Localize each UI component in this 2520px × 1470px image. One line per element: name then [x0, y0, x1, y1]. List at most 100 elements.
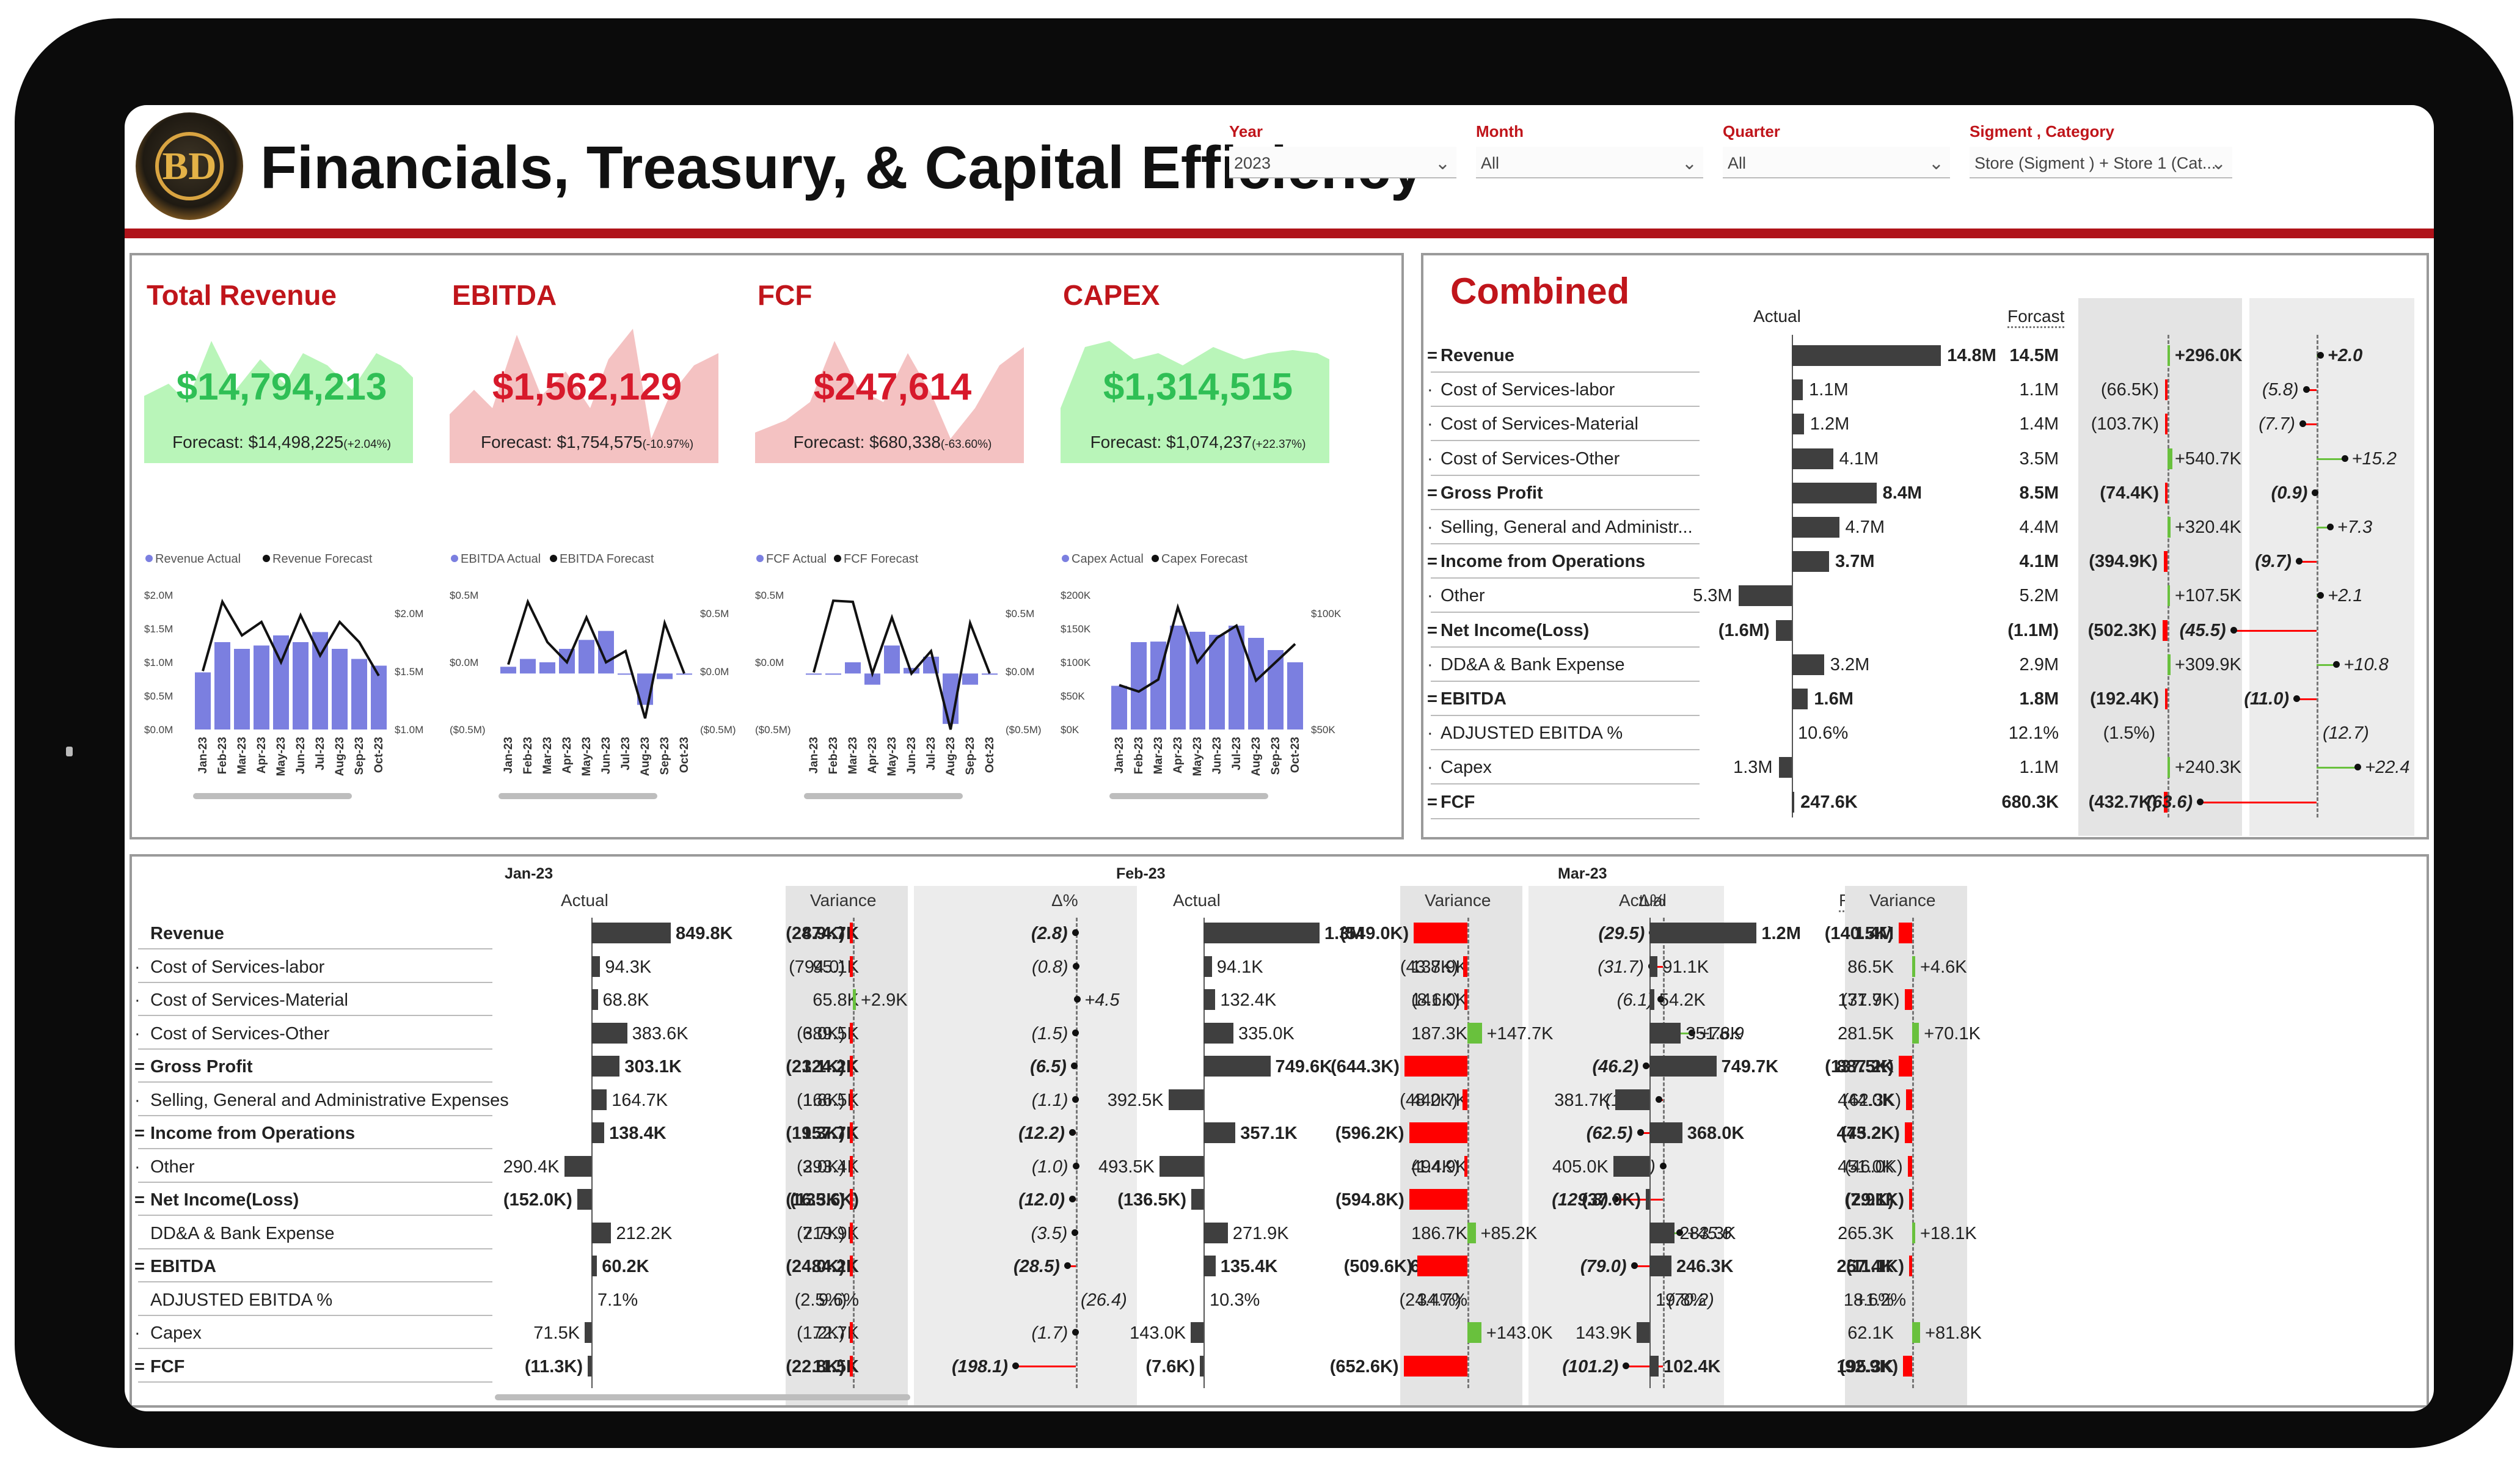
variance-value: (62.3K) — [1843, 1090, 1902, 1110]
month-header: Mar-23 — [1558, 865, 1607, 882]
actual-bar — [234, 649, 250, 730]
row-prefix: · — [1427, 654, 1433, 675]
delta-dot — [1659, 1162, 1667, 1169]
row-separator — [138, 1348, 492, 1349]
variance-value: +320.4K — [2175, 517, 2241, 537]
actual-bar — [1203, 956, 1212, 977]
kpi-value: $1,314,515 — [1103, 366, 1293, 408]
variance-value: (74.4K) — [2100, 483, 2159, 503]
forecast-value: 157.7K — [802, 1124, 859, 1143]
forecast-value: 1.8M — [2019, 689, 2059, 709]
x-tick-label: Oct-23 — [373, 737, 385, 773]
variance-bar — [1467, 1322, 1481, 1343]
row-label: ADJUSTED EBITDA % — [1441, 723, 1623, 744]
quarter-slicer[interactable]: Quarter All ⌄ — [1723, 122, 1950, 178]
actual-bar — [864, 673, 880, 685]
delta-dot — [1656, 1095, 1663, 1103]
forecast-value: 8.5M — [2019, 483, 2059, 503]
delta-dot — [2317, 352, 2324, 359]
y-tick-label: $1.5M — [144, 623, 173, 635]
year-slicer[interactable]: Year 2023 ⌄ — [1229, 122, 1456, 178]
actual-bar — [539, 662, 555, 674]
delta-dot — [1068, 1129, 1076, 1136]
variance-bar — [1467, 1222, 1476, 1243]
delta-dot — [1623, 1362, 1630, 1369]
actual-value: 1.6M — [1814, 689, 1853, 709]
segment-dropdown[interactable]: Store (Sigment ) + Store 1 (Cat... ⌄ — [1970, 147, 2232, 178]
delta-value: (79.0) — [1580, 1257, 1627, 1276]
forecast-value: 219.9K — [803, 1223, 859, 1243]
segment-slicer[interactable]: Sigment , Category Store (Sigment ) + St… — [1970, 122, 2232, 178]
variance-bar — [1912, 1222, 1915, 1243]
delta-column-bg — [914, 886, 1137, 1405]
row-separator — [138, 1281, 492, 1282]
actual-bar — [351, 659, 367, 730]
quarter-dropdown[interactable]: All ⌄ — [1723, 147, 1950, 178]
month-row: 19.8% 18.6% +1.2% — [1558, 1283, 2352, 1317]
variance-value: (1.2K) — [797, 1323, 845, 1343]
actual-bar — [884, 645, 900, 674]
variance-value: (46.0K) — [1844, 1157, 1903, 1177]
variance-bar — [2165, 379, 2168, 401]
actual-value: 132.4K — [1220, 990, 1277, 1010]
kpi-forecast-text: Forecast: $1,754,575 — [480, 433, 643, 452]
forecast-line — [1119, 603, 1296, 693]
month-row: = EBITDA 60.2K 84.2K (24.0K) (28.5) — [132, 1249, 1076, 1284]
year-slicer-label: Year — [1229, 122, 1263, 141]
variance-bar — [850, 923, 853, 943]
kpi-forecast-text: Forecast: $680,338 — [793, 433, 941, 452]
month-row: · Cost of Services-Material 68.8K 65.8K +2.9… — [132, 983, 1120, 1017]
delta-value: (63.6) — [2146, 792, 2193, 812]
variance-bar — [850, 1155, 853, 1177]
row-separator — [1431, 371, 1700, 373]
month-dropdown[interactable]: All ⌄ — [1476, 147, 1703, 178]
actual-bar — [1111, 686, 1127, 730]
variance-bar — [1463, 1089, 1467, 1110]
row-prefix: · — [134, 1023, 141, 1044]
quarter-value: All — [1728, 154, 1747, 172]
actual-value: 3.7M — [1835, 552, 1875, 572]
delta-value: (26.4) — [1081, 1290, 1127, 1310]
delta-column-bg — [2249, 298, 2414, 836]
month-row: 135.4K645.0K(509.6K)(79.0) — [771, 1249, 1663, 1284]
delta-dot — [1072, 1329, 1079, 1336]
delta-dot — [1072, 1095, 1079, 1103]
chart-scrollbar[interactable] — [499, 793, 657, 799]
actual-value: (152.0K) — [503, 1190, 572, 1210]
delta-value: +22.4 — [2365, 758, 2410, 778]
row-prefix: · — [1427, 448, 1433, 469]
delta-stem — [2302, 423, 2317, 426]
year-dropdown[interactable]: 2023 ⌄ — [1229, 147, 1456, 178]
actual-bar — [1649, 923, 1757, 943]
variance-bar — [1467, 1022, 1482, 1044]
delta-value: +15.2 — [2351, 448, 2397, 469]
variance-value: (43.8K) — [1400, 957, 1458, 977]
chart-scrollbar[interactable] — [193, 793, 352, 799]
variance-bar — [1463, 956, 1467, 977]
delta-value: (62.5) — [1586, 1124, 1633, 1143]
company-logo: BD — [136, 112, 243, 220]
combined-row: Capex · 1.3M 1.1M +240.3K +22.4 — [1423, 750, 2425, 784]
actual-bar — [1636, 1322, 1649, 1343]
delta-value: (31.7) — [1598, 957, 1644, 977]
x-tick-label: Jan-23 — [197, 737, 210, 773]
chart-scrollbar[interactable] — [1109, 793, 1268, 799]
month-slicer[interactable]: Month All ⌄ — [1476, 122, 1703, 178]
actual-bar — [1792, 345, 1941, 366]
y2-tick-label: $0.0M — [1006, 666, 1034, 678]
delta-value: (1.5) — [1031, 1023, 1068, 1044]
actual-value: 283.3K — [1679, 1223, 1736, 1243]
y-tick-label: ($0.5M) — [450, 724, 486, 736]
chart-scrollbar[interactable] — [804, 793, 963, 799]
actual-bar — [1209, 635, 1225, 730]
x-tick-label: Jan-23 — [1113, 737, 1126, 773]
forecast-value: 874.7K — [802, 924, 859, 943]
actual-value: 1.1M — [1809, 380, 1849, 400]
actual-bar — [564, 1155, 591, 1177]
combined-row: Revenue = 14.8M 14.5M +296.0K +2.0 — [1423, 338, 2425, 373]
row-separator — [138, 1048, 492, 1050]
legend-forecast-marker — [263, 555, 270, 562]
header-variance: Variance — [1425, 891, 1491, 910]
variance-bar — [1403, 1355, 1467, 1377]
delta-dot — [1072, 1229, 1079, 1236]
